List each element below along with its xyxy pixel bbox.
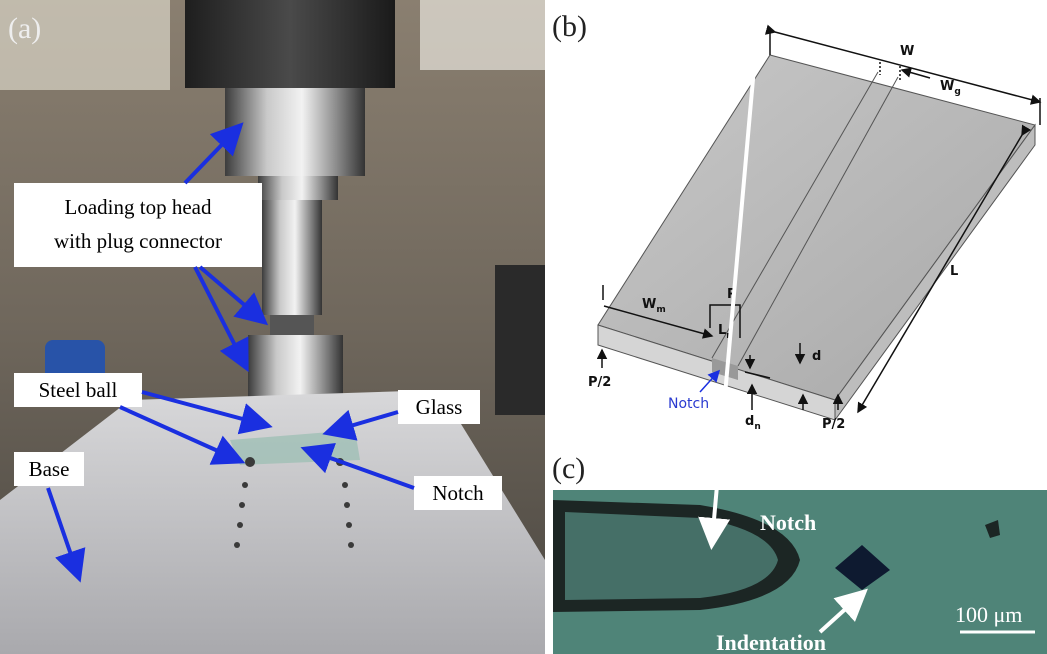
scale-bar-label: 100 μm [955,602,1022,627]
annotation: Glass [416,395,463,419]
collar [225,88,365,176]
dimension-text: W [940,79,954,94]
dimension-text: L [950,264,958,279]
dimension-label: d [812,349,821,364]
dimension-label: W [900,44,914,59]
panel-label: (a) [8,12,41,45]
dimension-label: L [950,264,958,279]
annotation: Base [29,457,70,481]
notch-label: Notch [668,396,709,412]
dimension-subscript: g [954,87,960,97]
shaft [262,200,322,315]
equipment [495,265,545,415]
nut [258,176,338,200]
annotation: Steel ball [39,378,118,402]
panel-label: (c) [552,452,585,485]
top-cylinder [185,0,395,88]
dimension-text: L [718,323,726,338]
figure: (a) Loading top headwith plug connector … [0,0,1047,654]
dimension-text: W [900,44,914,59]
dimension-label: P/2 [822,417,845,432]
dimension-text: P/2 [588,375,611,390]
dimension-subscript: n [754,422,760,432]
annotation-line: Loading top head [65,195,212,219]
dimension-text: W [642,297,656,312]
dimension-label: P/2 [588,375,611,390]
annotation: Notch [432,481,484,505]
indentation-label: Indentation [716,630,826,654]
dimension-subscript: m [656,305,665,315]
annotation-line: with plug connector [54,229,222,253]
notch-label: Notch [760,510,816,535]
connector [270,315,314,335]
dimension-text: d [812,349,821,364]
dimension-text: P/2 [822,417,845,432]
window-light [420,0,545,70]
panel-b: (b) W Wg L Wm P Ln d P/2 P/2 dn Notch [548,0,1047,440]
dimension-text: d [745,414,754,429]
panel-label: (b) [552,10,587,43]
